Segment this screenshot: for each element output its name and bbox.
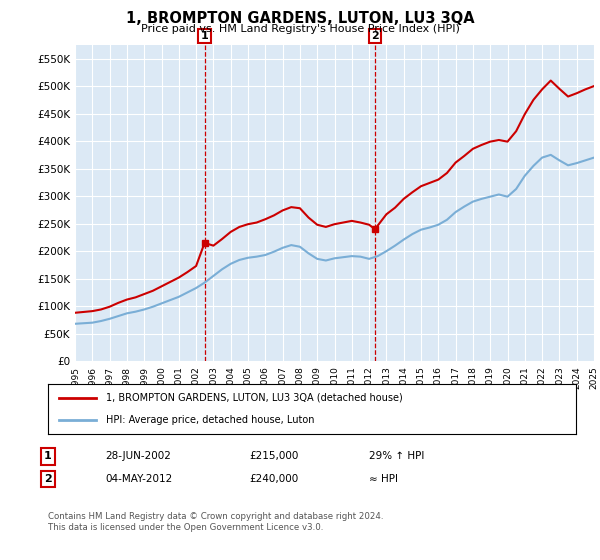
Text: 1: 1 bbox=[44, 451, 52, 461]
Text: £240,000: £240,000 bbox=[249, 474, 298, 484]
Text: 04-MAY-2012: 04-MAY-2012 bbox=[105, 474, 172, 484]
Text: 1, BROMPTON GARDENS, LUTON, LU3 3QA: 1, BROMPTON GARDENS, LUTON, LU3 3QA bbox=[125, 11, 475, 26]
Text: 28-JUN-2002: 28-JUN-2002 bbox=[105, 451, 171, 461]
Text: 1, BROMPTON GARDENS, LUTON, LU3 3QA (detached house): 1, BROMPTON GARDENS, LUTON, LU3 3QA (det… bbox=[106, 393, 403, 403]
Text: Contains HM Land Registry data © Crown copyright and database right 2024.
This d: Contains HM Land Registry data © Crown c… bbox=[48, 512, 383, 532]
Text: 2: 2 bbox=[371, 31, 379, 41]
Text: HPI: Average price, detached house, Luton: HPI: Average price, detached house, Luto… bbox=[106, 415, 314, 425]
Text: 2: 2 bbox=[44, 474, 52, 484]
Text: Price paid vs. HM Land Registry's House Price Index (HPI): Price paid vs. HM Land Registry's House … bbox=[140, 24, 460, 34]
Text: ≈ HPI: ≈ HPI bbox=[369, 474, 398, 484]
Text: £215,000: £215,000 bbox=[249, 451, 298, 461]
Text: 29% ↑ HPI: 29% ↑ HPI bbox=[369, 451, 424, 461]
Text: 1: 1 bbox=[201, 31, 208, 41]
